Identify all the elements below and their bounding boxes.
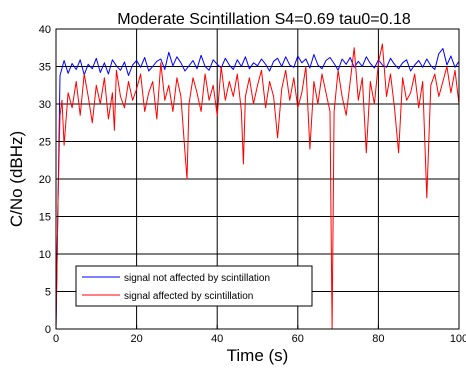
x-tick-label: 60 xyxy=(292,333,304,345)
y-axis-label: C/No (dBHz) xyxy=(7,131,26,227)
series-line-affected xyxy=(55,43,460,330)
x-tick-label: 100 xyxy=(450,333,466,345)
x-axis-label: Time (s) xyxy=(227,346,289,365)
x-tick-label: 80 xyxy=(372,333,384,345)
y-tick-label: 10 xyxy=(39,249,51,261)
series-line-unaffected xyxy=(55,48,460,330)
x-tick-label: 20 xyxy=(130,333,142,345)
x-tick-label: 0 xyxy=(53,333,59,345)
legend-label: signal not affected by scintillation xyxy=(124,273,270,284)
chart-title: Moderate Scintillation S4=0.69 tau0=0.18 xyxy=(117,11,411,28)
y-tick-label: 15 xyxy=(39,212,51,224)
series-group xyxy=(55,43,460,330)
y-tick-label: 30 xyxy=(39,99,51,111)
y-tick-label: 20 xyxy=(39,174,51,186)
x-tick-label: 40 xyxy=(211,333,223,345)
y-tick-label: 5 xyxy=(45,287,51,299)
legend: signal not affected by scintillation sign… xyxy=(75,265,313,307)
legend-box xyxy=(75,265,313,307)
y-tick-label: 0 xyxy=(45,324,51,336)
y-tick-label: 25 xyxy=(39,137,51,149)
y-tick-label: 40 xyxy=(39,24,51,36)
legend-label: signal affected by scintillation xyxy=(124,291,253,302)
axis-ticks: 0 20 40 60 80 100 0 5 10 15 20 25 30 35 40 xyxy=(39,24,466,345)
y-tick-label: 35 xyxy=(39,62,51,74)
